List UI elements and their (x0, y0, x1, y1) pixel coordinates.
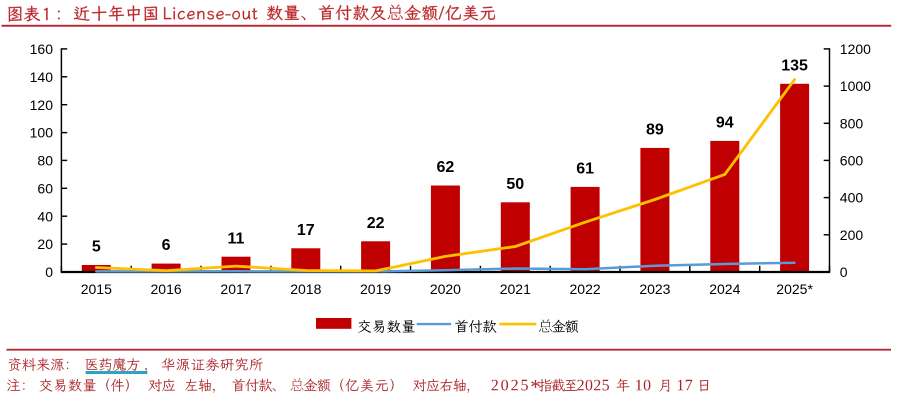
svg-text:2022: 2022 (570, 281, 601, 297)
svg-text:80: 80 (37, 153, 53, 169)
svg-text:2015: 2015 (81, 281, 112, 297)
svg-text:2025*: 2025* (776, 281, 813, 297)
svg-text:1200: 1200 (840, 41, 871, 57)
svg-text:2019: 2019 (360, 281, 391, 297)
svg-text:17: 17 (297, 222, 315, 239)
svg-text:400: 400 (840, 190, 864, 206)
svg-text:200: 200 (840, 227, 864, 243)
svg-text:6: 6 (162, 237, 171, 254)
svg-text:2020: 2020 (430, 281, 461, 297)
svg-text:2023: 2023 (639, 281, 670, 297)
svg-text:160: 160 (30, 41, 54, 57)
svg-text:2024: 2024 (709, 281, 740, 297)
svg-text:120: 120 (30, 97, 54, 113)
svg-text:1000: 1000 (840, 78, 871, 94)
svg-text:61: 61 (576, 161, 594, 178)
svg-text:0: 0 (45, 264, 53, 280)
svg-text:94: 94 (716, 115, 734, 132)
svg-text:60: 60 (37, 180, 53, 196)
svg-text:40: 40 (37, 208, 53, 224)
svg-text:89: 89 (646, 122, 664, 139)
svg-text:2018: 2018 (290, 281, 321, 297)
svg-text:140: 140 (30, 69, 54, 85)
svg-text:2021: 2021 (500, 281, 531, 297)
svg-text:100: 100 (30, 125, 54, 141)
svg-text:5: 5 (92, 239, 101, 256)
svg-text:20: 20 (37, 236, 53, 252)
svg-text:2017: 2017 (220, 281, 251, 297)
svg-text:22: 22 (367, 215, 385, 232)
svg-text:50: 50 (506, 176, 524, 193)
svg-text:11: 11 (228, 230, 245, 247)
svg-text:62: 62 (437, 159, 455, 176)
svg-text:2016: 2016 (151, 281, 182, 297)
svg-text:800: 800 (840, 115, 864, 131)
svg-text:135: 135 (781, 57, 808, 74)
svg-text:600: 600 (840, 153, 864, 169)
svg-text:0: 0 (840, 264, 848, 280)
